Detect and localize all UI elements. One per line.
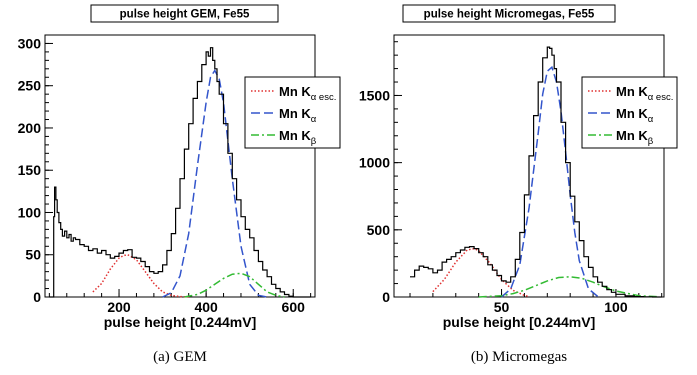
caption: (a) GEM [153,349,207,365]
histogram-line [410,46,662,298]
caption: (b) Micromegas [471,349,567,365]
legend-label-base: Mn K [279,106,311,121]
legend-label: Mn Kβ [279,128,317,147]
x-axis-label: pulse height [0.244mV] [104,314,256,330]
legend-label: Mn Kβ [616,128,654,147]
legend-label-base: Mn K [616,84,648,99]
fit-curve [92,253,189,298]
fit-curve [501,65,599,298]
x-tick-labels: 50 100 [494,299,628,315]
title-box [402,4,616,23]
x-tick-label: 400 [194,299,218,315]
y-tick-label: 1000 [359,155,390,171]
legend-label-sub: α esc. [311,92,337,103]
legend-label: Mn Kα [616,106,654,125]
chart-title: pulse height GEM, Fe55 [120,9,250,21]
histogram-line [49,47,311,298]
legend-label: Mn Kα esc. [279,84,336,103]
legend-label-sub: β [648,136,654,147]
panel-micromegas: pulse height Micromegas, Fe55 50 100 0 500… [359,4,678,365]
chart-title: pulse height Micromegas, Fe55 [424,9,595,21]
x-tick-label: 100 [604,299,628,315]
axis-ticks [45,34,312,298]
y-tick-label: 50 [25,247,41,263]
title-box [90,4,279,23]
y-tick-label: 0 [33,289,41,305]
fit-curve [432,247,530,298]
x-tick-label: 200 [107,299,131,315]
x-tick-label: 600 [282,299,306,315]
legend-label-base: Mn K [279,128,311,143]
fit-curve [184,272,285,298]
x-tick-labels: 200 400 600 [107,299,305,315]
y-tick-label: 0 [382,289,390,305]
legend-label-sub: α [311,114,317,125]
legend-label-sub: β [311,136,317,147]
y-tick-label: 1500 [359,87,390,103]
y-tick-labels: 0 500 1000 1500 [359,87,390,305]
panel-gem: pulse height GEM, Fe55 200 400 600 0 50 100 1… [18,4,341,365]
fit-curves [432,65,658,298]
fit-curve [478,276,658,298]
fit-curves [92,69,285,298]
legend-box [244,76,341,149]
legend-label: Mn Kα esc. [616,84,673,103]
legend-label-base: Mn K [616,106,648,121]
plot-frame [393,34,665,298]
histogram [410,46,662,298]
legend-label: Mn Kα [279,106,317,125]
plot-frame [44,34,316,298]
y-tick-labels: 0 50 100 150 200 250 300 [18,35,42,305]
legend-label-base: Mn K [279,84,311,99]
fit-curve [162,69,268,298]
y-tick-label: 150 [18,162,42,178]
y-tick-label: 200 [18,120,42,136]
histogram [49,47,311,298]
legend-box [581,76,678,149]
legend-label-sub: α [648,114,654,125]
x-tick-label: 50 [494,299,510,315]
y-tick-label: 250 [18,78,42,94]
legend-label-base: Mn K [616,128,648,143]
y-tick-label: 300 [18,35,42,51]
y-tick-label: 100 [18,204,42,220]
legend-label-sub: α esc. [648,92,674,103]
x-axis-label: pulse height [0.244mV] [443,314,595,330]
y-tick-label: 500 [367,222,391,238]
